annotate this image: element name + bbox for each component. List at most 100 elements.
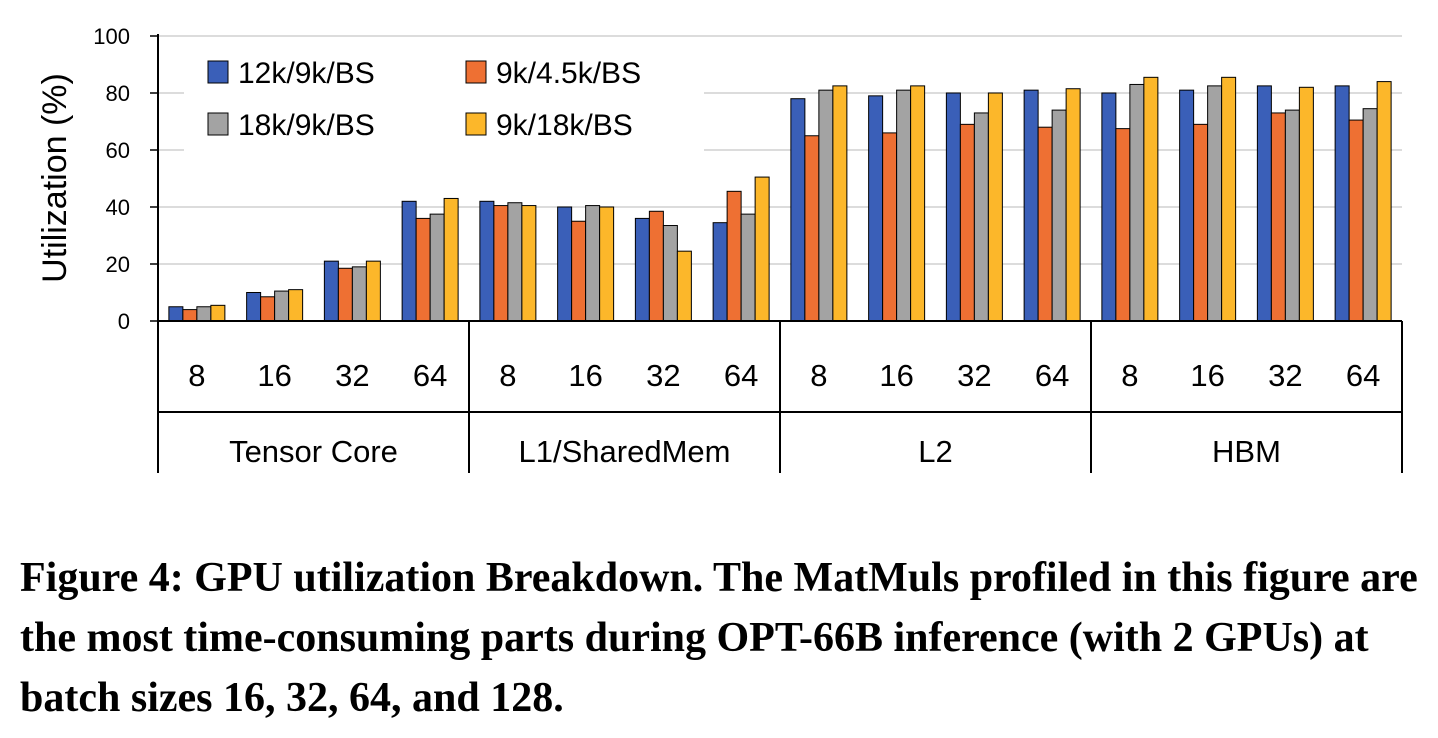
bar-9k-4-5k-bs (260, 296, 276, 322)
x-tick-label: 8 (188, 358, 205, 393)
bar-9k-4-5k-bs (1348, 119, 1364, 322)
legend-label: 9k/18k/BS (496, 109, 633, 142)
group-labels: Tensor Core L1/SharedMem L2 HBM (229, 434, 1281, 469)
bar-18k-9k-bs (818, 89, 834, 322)
bar-12k-9k-bs (1101, 92, 1117, 322)
x-tick-label: 32 (1268, 358, 1302, 393)
bar-18k-9k-bs (896, 89, 912, 322)
bar-18k-9k-bs (1284, 109, 1300, 322)
bar-18k-9k-bs (1051, 109, 1067, 322)
legend-background (184, 44, 704, 152)
bar-9k-4-5k-bs (726, 190, 742, 322)
bar-9k-4-5k-bs (1115, 128, 1131, 322)
bar-18k-9k-bs (196, 306, 212, 322)
axes (150, 34, 1403, 473)
legend-swatch (207, 112, 229, 136)
bar-18k-9k-bs (740, 213, 756, 322)
y-tick-label: 40 (106, 195, 130, 220)
bar-9k-18k-bs (210, 304, 226, 322)
bar-9k-4-5k-bs (1037, 126, 1053, 322)
bar-9k-18k-bs (1065, 88, 1081, 322)
bar-9k-18k-bs (910, 85, 926, 322)
x-tick-label: 32 (957, 358, 991, 393)
bar-9k-18k-bs (288, 289, 304, 322)
group-label: L1/SharedMem (519, 434, 731, 469)
legend-swatch (465, 112, 487, 136)
legend: 12k/9k/BS 9k/4.5k/BS 18k/9k/BS 9k/18k/BS (184, 44, 704, 152)
bar-12k-9k-bs (246, 292, 262, 322)
bar-12k-9k-bs (323, 260, 339, 322)
bar-12k-9k-bs (712, 222, 728, 322)
x-tick-label: 16 (1190, 358, 1224, 393)
legend-swatch (465, 60, 487, 84)
bar-9k-4-5k-bs (959, 123, 975, 322)
y-tick-label: 0 (118, 309, 130, 334)
bar-12k-9k-bs (401, 200, 417, 322)
x-tick-label: 8 (499, 358, 516, 393)
bar-9k-18k-bs (443, 197, 459, 322)
bar-12k-9k-bs (1334, 85, 1350, 322)
bar-18k-9k-bs (1362, 108, 1378, 322)
bar-9k-18k-bs (1143, 76, 1159, 322)
bar-18k-9k-bs (662, 225, 678, 322)
legend-label: 18k/9k/BS (238, 109, 375, 142)
bar-12k-9k-bs (479, 200, 495, 322)
bars (168, 76, 1392, 322)
y-tick-label: 100 (93, 24, 130, 49)
bar-9k-18k-bs (676, 250, 692, 322)
bar-12k-9k-bs (790, 98, 806, 322)
bar-9k-18k-bs (521, 205, 537, 322)
legend-swatch (207, 60, 229, 84)
y-tick-label: 60 (106, 138, 130, 163)
figure-caption: Figure 4: GPU utilization Breakdown. The… (20, 555, 1418, 721)
bar-18k-9k-bs (1207, 85, 1223, 322)
bar-18k-9k-bs (429, 213, 445, 322)
bar-12k-9k-bs (168, 306, 184, 322)
bar-9k-4-5k-bs (804, 135, 820, 322)
x-tick-label: 64 (1035, 358, 1069, 393)
x-tick-label: 16 (257, 358, 291, 393)
x-tick-label: 8 (810, 358, 827, 393)
bar-9k-18k-bs (987, 92, 1003, 322)
bar-9k-4-5k-bs (1270, 112, 1286, 322)
y-axis-label: Utilization (%) (36, 73, 74, 283)
x-tick-label: 8 (1121, 358, 1138, 393)
bar-9k-18k-bs (1298, 86, 1314, 322)
x-tick-labels: 8 16 32 64 8 16 32 64 8 16 32 64 8 16 32 64 (188, 358, 1380, 393)
bar-12k-9k-bs (634, 217, 650, 322)
bar-9k-18k-bs (754, 176, 770, 322)
bar-9k-4-5k-bs (882, 132, 898, 322)
bar-9k-18k-bs (1376, 81, 1392, 322)
bar-9k-18k-bs (832, 85, 848, 322)
x-tick-label: 64 (724, 358, 758, 393)
y-tick-label: 20 (106, 252, 130, 277)
group-label: L2 (918, 434, 952, 469)
bar-18k-9k-bs (507, 202, 523, 322)
x-tick-label: 16 (568, 358, 602, 393)
x-tick-label: 32 (646, 358, 680, 393)
bar-12k-9k-bs (868, 95, 884, 322)
bar-9k-4-5k-bs (337, 267, 353, 322)
bar-18k-9k-bs (274, 290, 290, 322)
x-tick-label: 64 (413, 358, 447, 393)
x-tick-label: 16 (879, 358, 913, 393)
bar-9k-4-5k-bs (493, 205, 509, 322)
bar-18k-9k-bs (585, 205, 601, 322)
bar-12k-9k-bs (1023, 89, 1039, 322)
group-label: HBM (1212, 434, 1281, 469)
bar-9k-18k-bs (599, 206, 615, 322)
bar-9k-4-5k-bs (648, 210, 664, 322)
x-tick-label: 64 (1346, 358, 1380, 393)
bar-18k-9k-bs (1129, 83, 1145, 322)
bar-9k-18k-bs (1221, 76, 1237, 322)
legend-label: 9k/4.5k/BS (496, 57, 641, 90)
bar-12k-9k-bs (557, 206, 573, 322)
group-label: Tensor Core (229, 434, 398, 469)
bar-9k-4-5k-bs (571, 220, 587, 322)
bar-9k-18k-bs (365, 260, 381, 322)
bar-18k-9k-bs (973, 112, 989, 322)
bar-9k-4-5k-bs (182, 309, 198, 322)
bar-12k-9k-bs (945, 92, 961, 322)
legend-label: 12k/9k/BS (238, 57, 375, 90)
bar-18k-9k-bs (351, 266, 367, 322)
